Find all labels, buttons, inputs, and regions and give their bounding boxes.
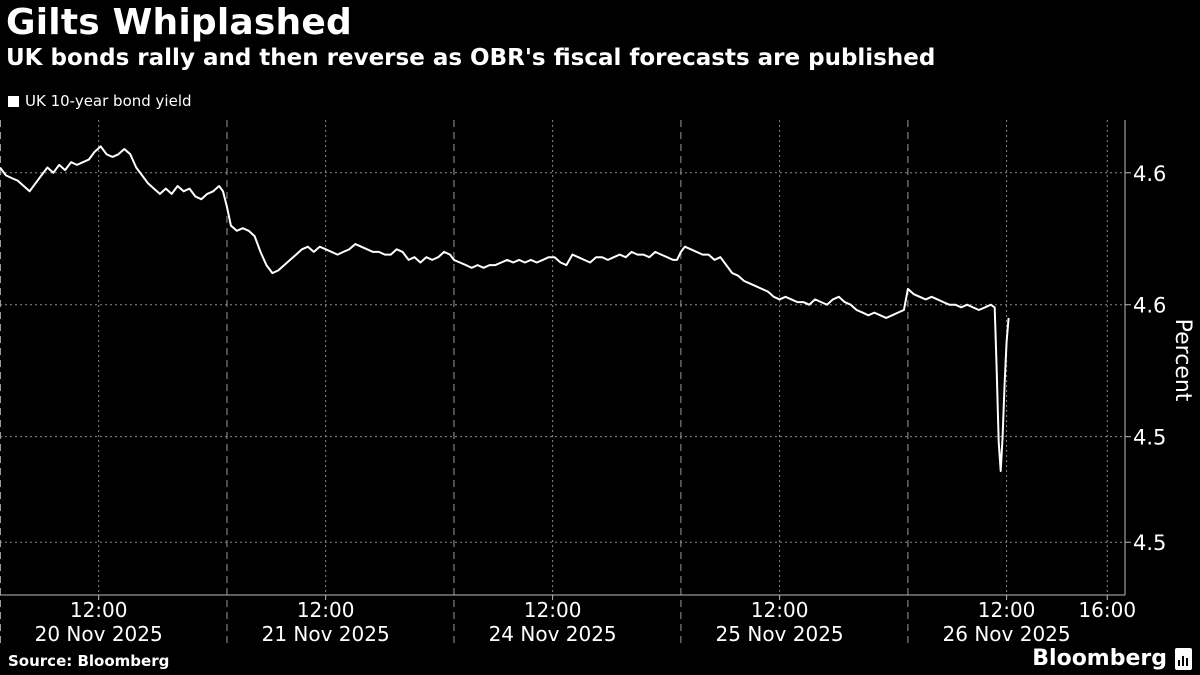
x-tick-label-date: 24 Nov 2025 xyxy=(489,622,617,646)
y-tick-label: 4.6 xyxy=(1133,294,1166,318)
y-tick-label: 4.5 xyxy=(1133,531,1166,555)
x-tick-label-date: 21 Nov 2025 xyxy=(262,622,390,646)
chart-subtitle: UK bonds rally and then reverse as OBR's… xyxy=(6,45,936,71)
chart-title: Gilts Whiplashed xyxy=(6,2,352,43)
x-tick-label-time: 16:00 xyxy=(1078,598,1136,622)
x-tick-label-date: 25 Nov 2025 xyxy=(716,622,844,646)
legend-swatch xyxy=(8,95,19,107)
day-separator-layer xyxy=(0,120,909,645)
y-tick-label: 4.5 xyxy=(1133,426,1166,450)
x-tick-label-time: 12:00 xyxy=(524,598,582,622)
series-layer xyxy=(0,145,1010,472)
chart-legend: UK 10-year bond yield xyxy=(8,92,192,110)
brand-name: Bloomberg xyxy=(1032,646,1167,671)
source-note: Source: Bloomberg xyxy=(8,652,170,670)
x-tick-label-date: 20 Nov 2025 xyxy=(35,622,163,646)
axis-layer xyxy=(0,120,1131,600)
x-tick-label-time: 12:00 xyxy=(297,598,355,622)
brand-logo: Bloomberg xyxy=(1032,646,1192,671)
x-tick-label-time: 12:00 xyxy=(70,598,128,622)
x-tick-label-date: 26 Nov 2025 xyxy=(943,622,1071,646)
y-tick-label: 4.6 xyxy=(1133,162,1166,186)
x-tick-label-time: 12:00 xyxy=(978,598,1036,622)
series-line-uk-10-year-yield xyxy=(0,145,1010,472)
legend-label: UK 10-year bond yield xyxy=(25,92,192,110)
y-axis-label: Percent xyxy=(1170,319,1195,402)
bloomberg-chart-icon xyxy=(1175,647,1192,670)
grid-layer xyxy=(0,120,1125,595)
x-tick-label-time: 12:00 xyxy=(751,598,809,622)
